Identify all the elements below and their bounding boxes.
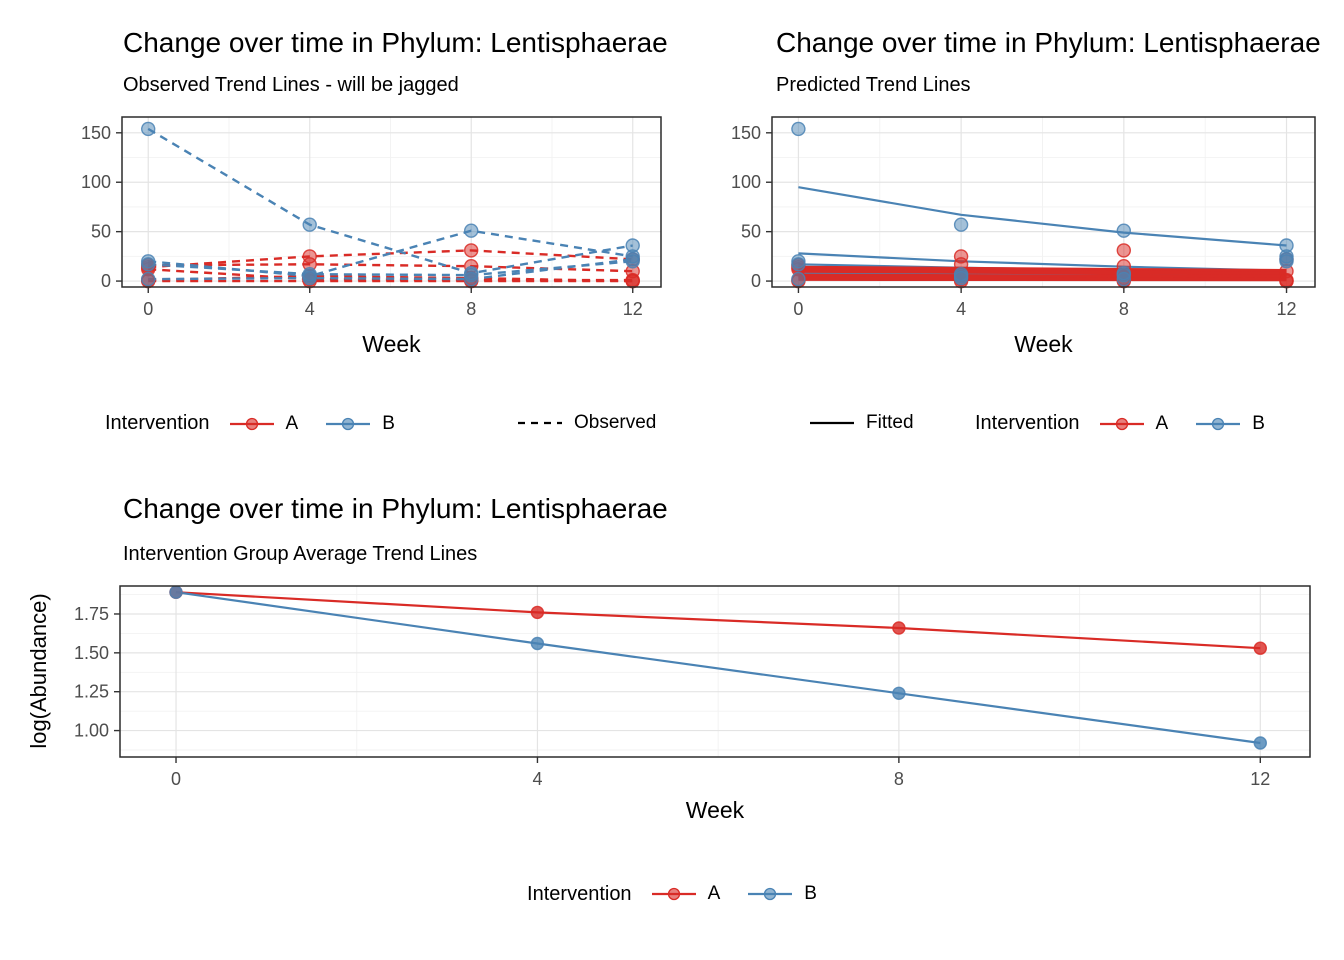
average-legend: Intervention A B <box>0 878 1344 910</box>
svg-text:1.75: 1.75 <box>74 604 109 624</box>
observed-legend: Intervention A B Observed <box>0 412 672 444</box>
legend-label-fitted: Fitted <box>866 412 914 433</box>
svg-text:0: 0 <box>751 271 761 291</box>
legend-label-b: B <box>804 883 817 904</box>
predicted-intervention-legend: Intervention A B <box>975 412 1265 435</box>
average-x-axis-title: Week <box>685 797 745 823</box>
svg-text:0: 0 <box>143 299 153 319</box>
svg-text:150: 150 <box>731 123 761 143</box>
legend-title: Intervention <box>975 412 1080 434</box>
legend-title: Intervention <box>527 882 632 905</box>
legend-key-b-icon <box>324 413 372 435</box>
predicted-chart-subtitle: Predicted Trend Lines <box>776 74 971 96</box>
dashed-line-icon <box>516 412 564 434</box>
observed-chart-subtitle: Observed Trend Lines - will be jagged <box>123 74 459 96</box>
svg-text:12: 12 <box>1277 299 1297 319</box>
observed-plot-area: 0 4 8 12 0 50 100 150 <box>81 116 662 319</box>
svg-text:4: 4 <box>532 769 542 789</box>
legend-title: Intervention <box>105 412 210 434</box>
legend-label-a: A <box>707 883 721 904</box>
svg-text:8: 8 <box>466 299 476 319</box>
svg-text:150: 150 <box>81 123 111 143</box>
legend-label-b: B <box>1252 412 1265 434</box>
svg-text:8: 8 <box>1119 299 1129 319</box>
predicted-linetype-legend: Fitted <box>808 412 914 434</box>
legend-key-a-icon <box>1098 413 1146 435</box>
svg-text:0: 0 <box>171 769 181 789</box>
svg-text:1.50: 1.50 <box>74 643 109 663</box>
legend-key-b-icon <box>1194 413 1242 435</box>
legend-label-b: B <box>382 412 395 434</box>
legend-key-b-icon <box>746 883 794 905</box>
svg-text:8: 8 <box>894 769 904 789</box>
predicted-plot-area: 0 4 8 12 0 50 100 150 <box>731 116 1316 319</box>
svg-text:0: 0 <box>101 271 111 291</box>
svg-text:100: 100 <box>81 172 111 192</box>
legend-key-a-icon <box>650 883 698 905</box>
observed-intervention-legend: Intervention A B <box>105 412 395 435</box>
svg-text:50: 50 <box>91 222 111 242</box>
average-plot-area: 0 4 8 12 1.00 1.25 1.50 1.75 <box>74 585 1311 789</box>
predicted-chart-title: Change over time in Phylum: Lentisphaera… <box>776 27 1321 58</box>
svg-text:1.25: 1.25 <box>74 682 109 702</box>
legend-label-observed: Observed <box>574 412 657 433</box>
svg-text:100: 100 <box>731 172 761 192</box>
svg-text:4: 4 <box>956 299 966 319</box>
solid-line-icon <box>808 412 856 434</box>
svg-text:12: 12 <box>623 299 643 319</box>
svg-text:1.00: 1.00 <box>74 721 109 741</box>
predicted-x-axis-title: Week <box>1014 331 1073 357</box>
observed-x-axis-title: Week <box>362 331 421 357</box>
average-chart-subtitle: Intervention Group Average Trend Lines <box>123 543 478 565</box>
observed-linetype-legend: Observed <box>516 412 656 434</box>
svg-text:12: 12 <box>1250 769 1270 789</box>
legend-label-a: A <box>1155 412 1169 434</box>
legend-label-a: A <box>285 412 299 434</box>
legend-key-a-icon <box>228 413 276 435</box>
observed-chart-title: Change over time in Phylum: Lentisphaera… <box>123 27 668 58</box>
average-chart-title: Change over time in Phylum: Lentisphaera… <box>123 493 668 524</box>
predicted-legend: Fitted Intervention A B <box>672 412 1344 444</box>
svg-text:0: 0 <box>793 299 803 319</box>
svg-text:50: 50 <box>741 222 761 242</box>
svg-text:4: 4 <box>305 299 315 319</box>
